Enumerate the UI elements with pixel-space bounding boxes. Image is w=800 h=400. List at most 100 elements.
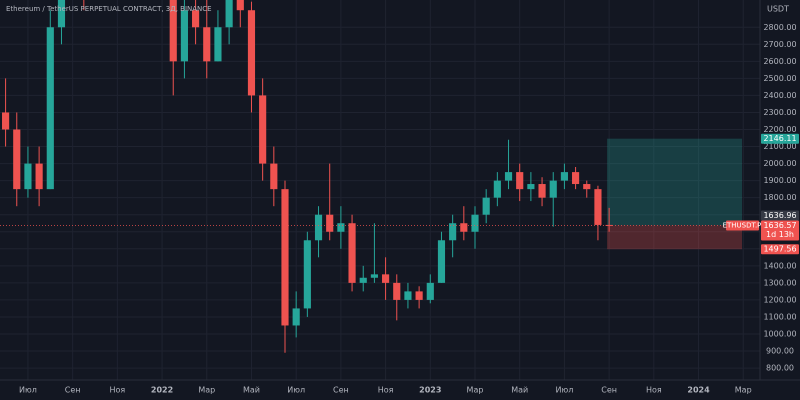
candles: [2, 0, 613, 353]
candle-body: [493, 180, 501, 198]
x-tick-label: Май: [511, 386, 528, 395]
candle-body: [549, 180, 557, 198]
candle-body: [203, 27, 211, 62]
candle-body: [572, 172, 580, 185]
x-tick-label: Сен: [333, 386, 349, 395]
loss-zone: [607, 225, 742, 250]
y-tick-label: 1100.00: [763, 312, 796, 321]
y-tick-label: 1400.00: [763, 261, 796, 270]
candle-body: [504, 172, 513, 181]
candle-body: [326, 214, 334, 232]
x-tick-label: Мар: [735, 386, 752, 395]
symbol-label: ETHUSDT.P: [723, 222, 762, 230]
chart-title: Ethereum / TetherUS PERPETUAL CONTRACT, …: [6, 5, 212, 13]
candle-body: [270, 163, 278, 190]
y-tick-label: 2500.00: [763, 74, 796, 83]
x-tick-label: 2023: [419, 386, 441, 395]
countdown: 1d 13h: [766, 230, 794, 239]
y-tick-label: 1800.00: [763, 193, 796, 202]
candle-body: [382, 274, 390, 283]
profit-zone: [607, 138, 742, 226]
y-tick-label: 2200.00: [763, 125, 796, 134]
candle-body: [337, 223, 345, 232]
y-tick-label: 1200.00: [763, 295, 796, 304]
candle-body: [259, 95, 267, 164]
candle-body: [437, 240, 446, 283]
candle-body: [460, 223, 468, 232]
x-tick-label: Июл: [555, 386, 573, 395]
y-tick-label: 2800.00: [763, 23, 796, 32]
y-tick-label: 2600.00: [763, 57, 796, 66]
x-tick-label: Ноя: [109, 386, 125, 395]
entry-label-bg: [761, 210, 799, 221]
candle-body: [482, 197, 490, 215]
x-tick-label: Сен: [65, 386, 81, 395]
x-tick-label: Июл: [287, 386, 305, 395]
x-tick-label: Ноя: [378, 386, 394, 395]
candle-body: [281, 189, 289, 326]
candle-body: [594, 189, 602, 225]
target-label: 2146.11: [763, 134, 796, 143]
candle-body: [393, 282, 401, 300]
candle-body: [303, 240, 311, 309]
x-tick-label: 2024: [687, 386, 710, 395]
y-tick-label: 2000.00: [763, 159, 796, 168]
stop-label-bg: [761, 244, 799, 255]
x-tick-label: Июл: [19, 386, 37, 395]
candle-body: [538, 184, 546, 198]
candle-body: [449, 223, 457, 241]
candle-body: [236, 0, 244, 11]
x-tick-label: Мар: [198, 386, 215, 395]
candle-body: [560, 172, 568, 181]
candle-body: [46, 27, 54, 190]
candle-body: [225, 0, 233, 28]
entry-label: 1636.96: [763, 211, 796, 220]
candle-body: [35, 163, 43, 190]
y-tick-label: 2300.00: [763, 108, 796, 117]
y-tick-label: 2700.00: [763, 40, 796, 49]
candle-body: [516, 172, 524, 190]
stop-label: 1497.56: [763, 245, 796, 254]
position-tool[interactable]: [607, 138, 742, 250]
candle-body: [370, 274, 378, 278]
candle-body: [57, 0, 66, 28]
symbol-bg: [726, 220, 759, 231]
candle-body: [348, 223, 356, 283]
candle-body: [359, 277, 367, 283]
y-tick-label: 1000.00: [763, 329, 796, 338]
x-tick-label: Май: [243, 386, 260, 395]
y-tick-label: 2400.00: [763, 91, 796, 100]
last-price-label: 1636.57: [763, 221, 796, 230]
y-tick-label: 900.00: [766, 347, 794, 356]
candle-body: [24, 163, 32, 190]
candle-body: [527, 184, 535, 190]
candle-body: [415, 291, 423, 300]
x-tick-label: Ноя: [646, 386, 662, 395]
candle-body: [292, 308, 300, 326]
candle-body: [247, 10, 256, 96]
x-tick-label: 2022: [151, 386, 173, 395]
x-tick-label: Мар: [467, 386, 484, 395]
candle-body: [180, 10, 188, 62]
currency: USDT: [767, 5, 789, 14]
y-tick-label: 1300.00: [763, 278, 796, 287]
candle-body: [583, 184, 591, 190]
grid: [0, 0, 760, 380]
last-price-bg: [761, 220, 799, 241]
candle-body: [404, 291, 412, 300]
y-tick-label: 800.00: [766, 364, 794, 373]
candle-body: [169, 0, 177, 62]
candle-body: [214, 27, 222, 62]
x-tick-label: Сен: [601, 386, 617, 395]
y-tick-label: 2100.00: [763, 142, 796, 151]
target-label-bg: [761, 133, 799, 144]
candle-body: [426, 282, 434, 300]
y-tick-label: 1900.00: [763, 176, 796, 185]
candle-body: [471, 214, 479, 232]
candle-body: [2, 112, 10, 130]
candle-body: [314, 214, 323, 241]
candle-body: [13, 129, 21, 190]
candle-body: [192, 10, 200, 28]
